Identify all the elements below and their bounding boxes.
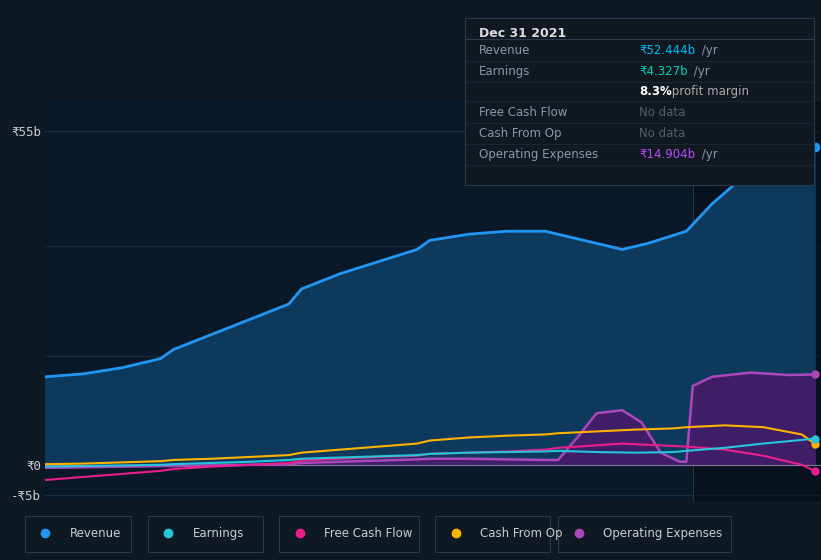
- Text: /yr: /yr: [698, 44, 718, 57]
- Text: Revenue: Revenue: [479, 44, 530, 57]
- Text: Revenue: Revenue: [70, 527, 122, 540]
- Text: No data: No data: [639, 127, 686, 140]
- Text: ₹52.444b: ₹52.444b: [639, 44, 695, 57]
- Text: Free Cash Flow: Free Cash Flow: [479, 106, 567, 119]
- Text: Operating Expenses: Operating Expenses: [479, 148, 598, 161]
- Text: Cash From Op: Cash From Op: [480, 527, 562, 540]
- Text: Earnings: Earnings: [193, 527, 245, 540]
- Text: Dec 31 2021: Dec 31 2021: [479, 27, 566, 40]
- Text: /yr: /yr: [698, 148, 718, 161]
- Text: ₹14.904b: ₹14.904b: [639, 148, 695, 161]
- Text: Earnings: Earnings: [479, 65, 530, 78]
- Text: profit margin: profit margin: [668, 85, 750, 98]
- Bar: [693, 101, 821, 501]
- Text: Operating Expenses: Operating Expenses: [603, 527, 722, 540]
- Text: Cash From Op: Cash From Op: [479, 127, 561, 140]
- Text: ₹4.327b: ₹4.327b: [639, 65, 688, 78]
- Text: /yr: /yr: [690, 65, 710, 78]
- Text: Free Cash Flow: Free Cash Flow: [324, 527, 413, 540]
- Text: 8.3%: 8.3%: [639, 85, 672, 98]
- Text: No data: No data: [639, 106, 686, 119]
